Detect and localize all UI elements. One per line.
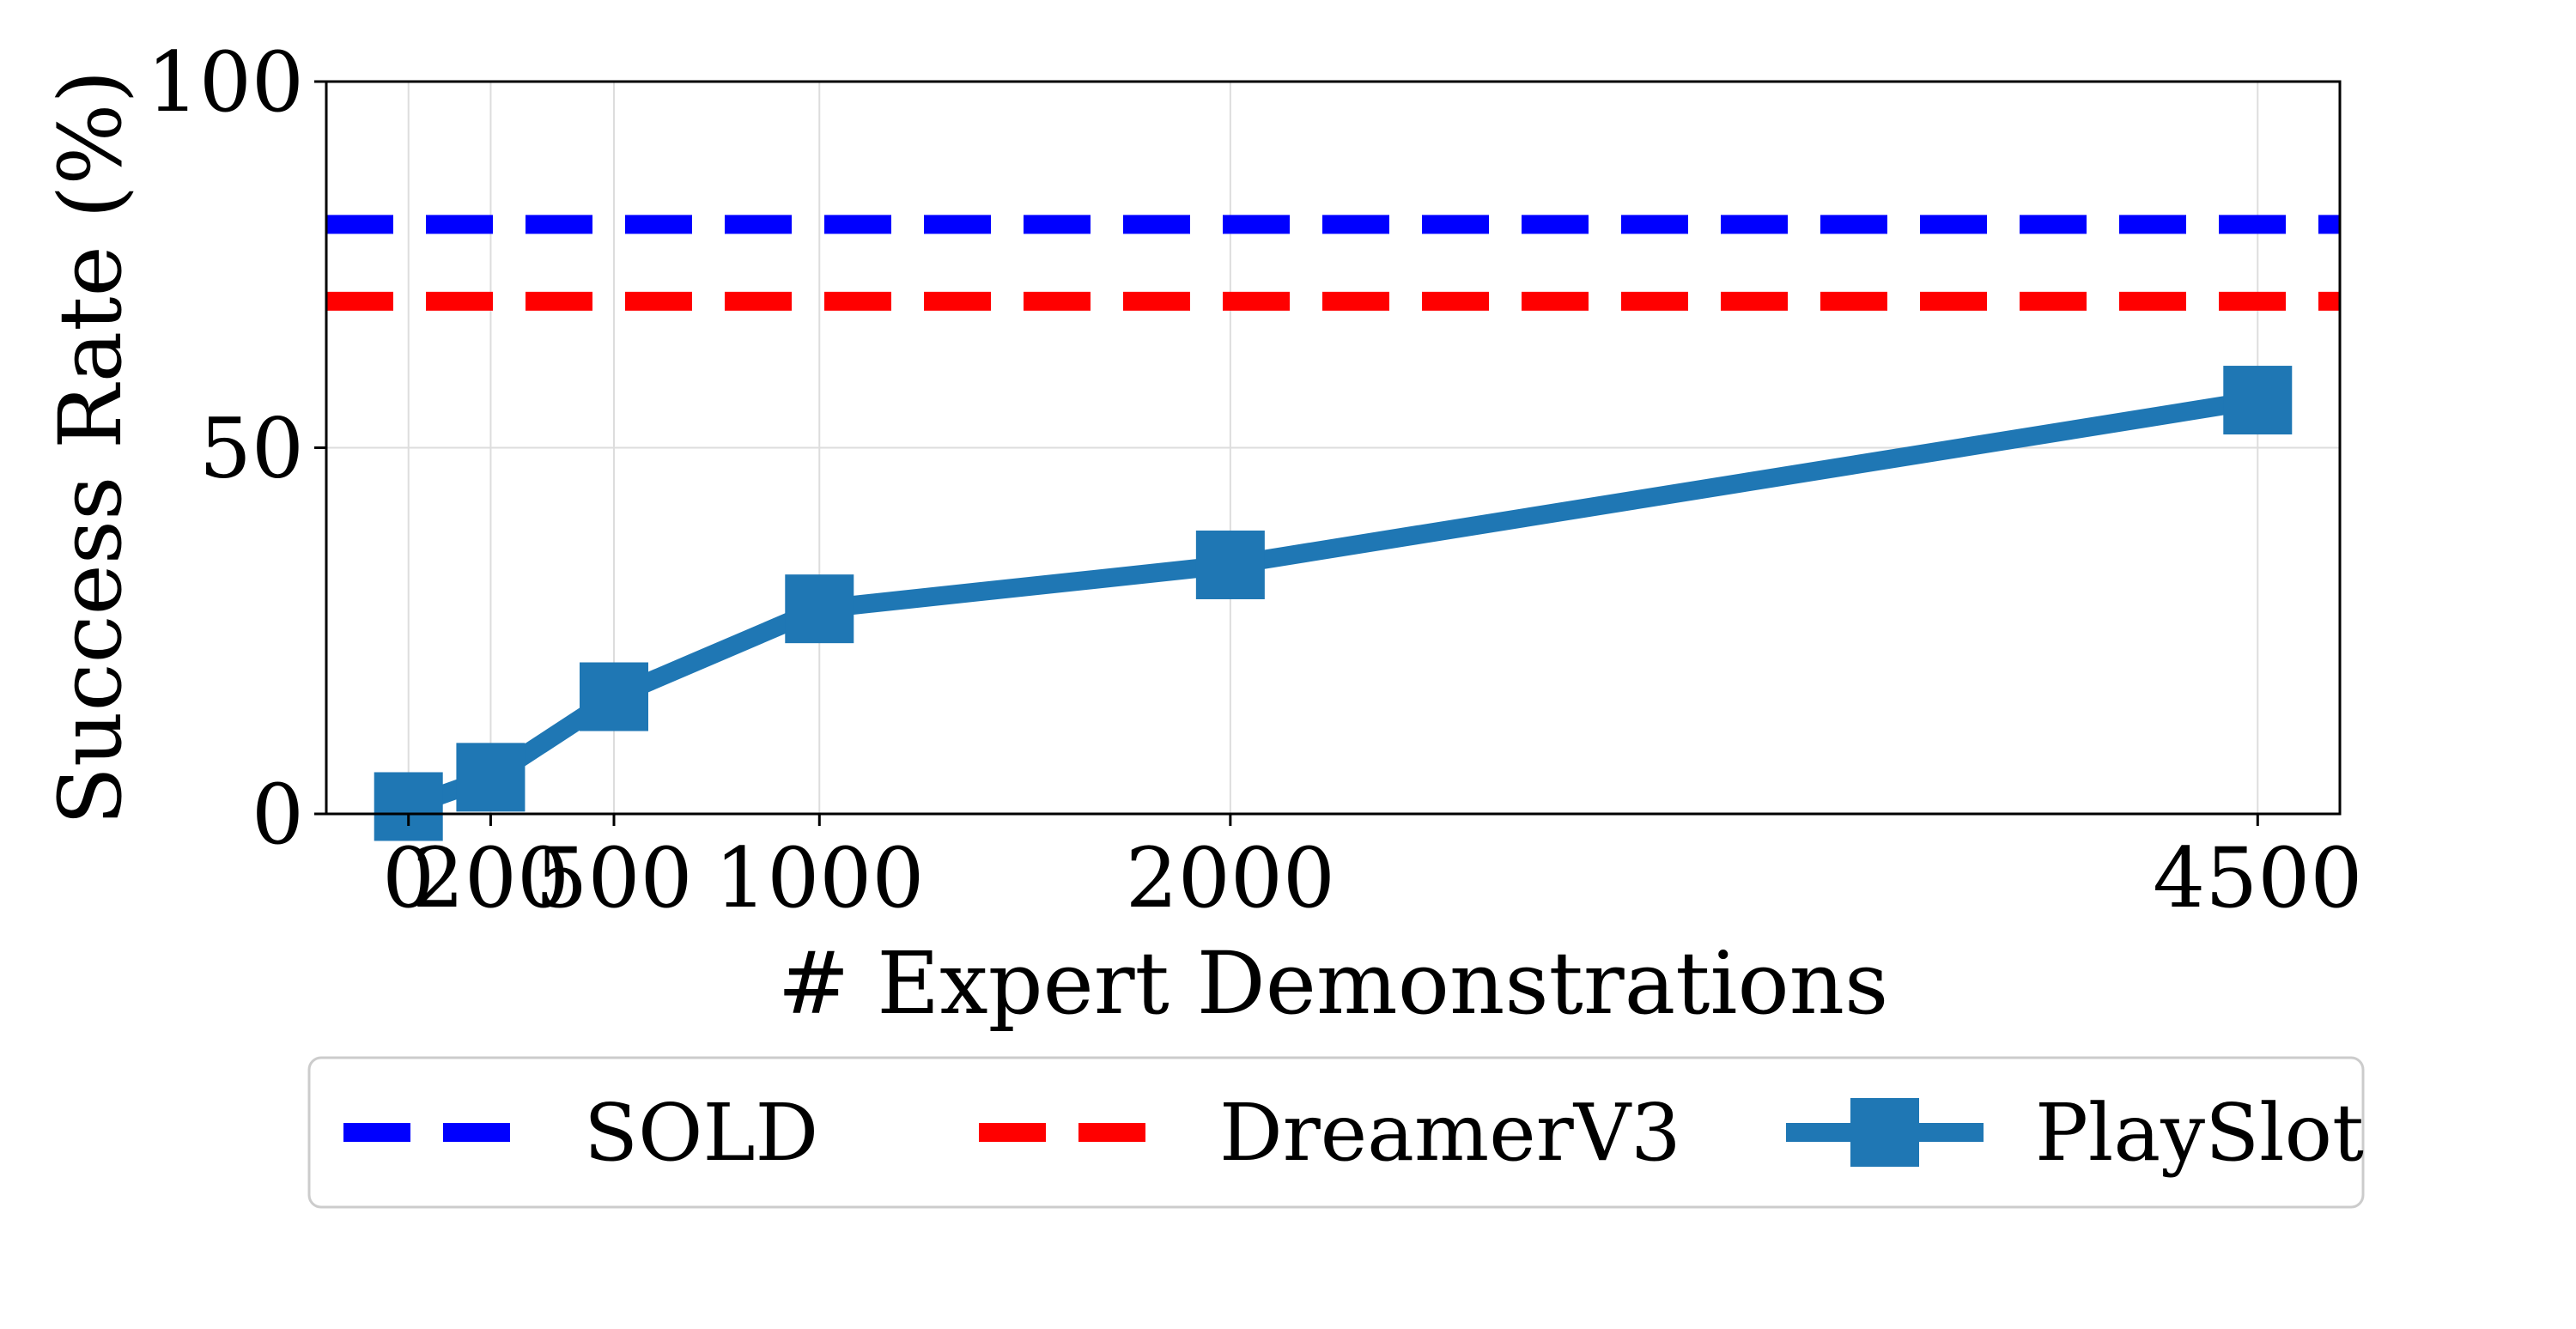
x-tick-label-500: 500 bbox=[535, 830, 692, 926]
legend-label-sold: SOLD bbox=[584, 1087, 818, 1179]
y-axis-title: Success Rate (%) bbox=[40, 70, 141, 826]
x-tick-label-2000: 2000 bbox=[1126, 830, 1335, 926]
y-tick-label-50: 50 bbox=[199, 401, 304, 497]
legend-marker-playslot bbox=[1850, 1098, 1919, 1167]
legend: SOLD DreamerV3 PlaySlot bbox=[307, 1056, 2365, 1209]
x-tick-label-200: 200 bbox=[412, 830, 569, 926]
series-layer bbox=[326, 215, 2340, 841]
point-playslot-1000 bbox=[785, 574, 854, 644]
y-tick-label-0: 0 bbox=[252, 767, 304, 863]
legend-label-playslot: PlaySlot bbox=[2035, 1087, 2364, 1179]
y-tick-label-100: 100 bbox=[147, 34, 304, 130]
legend-label-dreamerv3: DreamerV3 bbox=[1219, 1087, 1681, 1179]
point-playslot-4500 bbox=[2223, 366, 2293, 435]
point-playslot-200 bbox=[456, 743, 526, 812]
series-line-playslot bbox=[405, 391, 2260, 816]
legend-box bbox=[307, 1056, 2365, 1209]
x-tick-label-4500: 4500 bbox=[2153, 830, 2362, 926]
point-playslot-0 bbox=[374, 772, 443, 841]
point-playslot-2000 bbox=[1195, 530, 1265, 599]
point-playslot-500 bbox=[580, 662, 648, 731]
x-tick-label-0: 0 bbox=[382, 830, 434, 926]
x-axis-title: # Expert Demonstrations bbox=[778, 933, 1889, 1034]
x-tick-label-1000: 1000 bbox=[714, 830, 924, 926]
